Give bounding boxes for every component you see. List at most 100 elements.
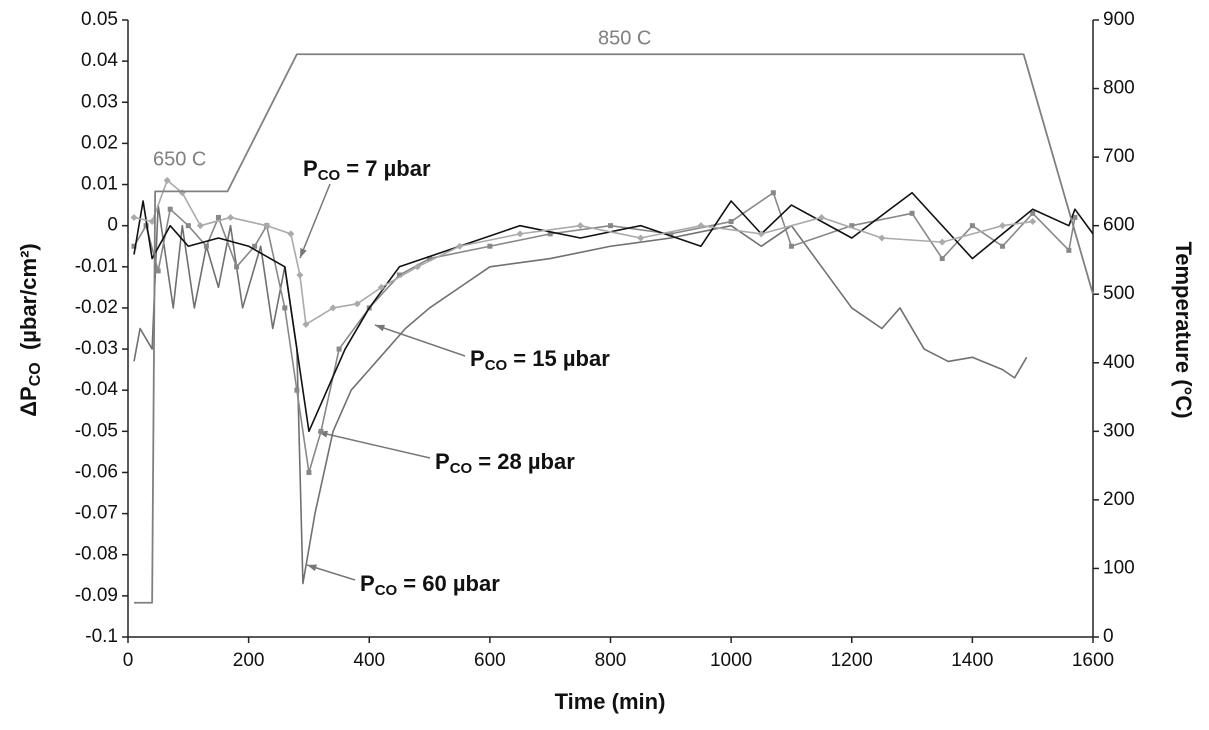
y-tick-label: -0.1 <box>85 626 118 647</box>
marker <box>296 271 304 279</box>
annotation: PCO = 7 µbar <box>303 156 431 184</box>
x-tick-label: 1000 <box>710 650 752 671</box>
y-tick-label: 0 <box>107 215 118 236</box>
y-axis-label: ΔPCO (µbar/cm²) <box>16 243 44 417</box>
y2-tick-label: 0 <box>1103 626 1114 647</box>
annotation: 650 C <box>153 148 206 170</box>
marker <box>427 256 433 262</box>
annotation-arrow <box>374 324 466 357</box>
marker <box>203 243 209 249</box>
y2-tick-label: 900 <box>1103 9 1135 30</box>
x-tick-label: 400 <box>353 650 385 671</box>
y-tick-label: 0.02 <box>81 132 118 153</box>
annotation-sub: CO <box>375 582 398 599</box>
y-tick-label: -0.03 <box>75 338 118 359</box>
marker <box>353 300 361 308</box>
annotation-main: P <box>470 346 485 371</box>
marker <box>329 304 337 312</box>
marker <box>818 213 826 221</box>
marker <box>196 222 204 230</box>
marker <box>252 243 258 249</box>
marker <box>788 243 794 249</box>
y-tick-label: -0.04 <box>75 379 119 400</box>
marker <box>396 272 402 278</box>
y2-tick-label: 400 <box>1103 352 1135 373</box>
marker <box>1000 243 1006 249</box>
marker <box>185 223 191 229</box>
x-tick-label: 800 <box>595 650 627 671</box>
y2-tick-label: 800 <box>1103 78 1135 99</box>
annotation: 850 C <box>598 27 651 49</box>
marker <box>697 222 705 230</box>
annotation-rest: = 60 µbar <box>397 571 500 596</box>
marker <box>456 242 464 250</box>
marker <box>143 223 149 229</box>
x-tick-label: 200 <box>233 650 265 671</box>
marker <box>1030 210 1036 216</box>
marker <box>999 222 1007 230</box>
annotation-main: P <box>303 156 318 181</box>
marker <box>1072 214 1078 220</box>
y2-tick-label: 600 <box>1103 215 1135 236</box>
marker <box>163 176 171 184</box>
annotation-rest: = 7 µbar <box>340 156 431 181</box>
marker <box>516 230 524 238</box>
marker <box>318 428 324 434</box>
arrow-head <box>307 564 317 572</box>
marker <box>909 210 915 216</box>
arrow-head <box>300 248 307 258</box>
marker <box>131 243 137 249</box>
x-tick-label: 1200 <box>831 650 873 671</box>
marker <box>155 268 161 274</box>
y-tick-label: -0.02 <box>75 297 118 318</box>
marker <box>282 305 288 311</box>
marker <box>287 230 295 238</box>
marker <box>336 346 342 352</box>
marker <box>637 234 645 242</box>
annotation-sub: CO <box>450 460 473 477</box>
y-tick-label: -0.05 <box>75 420 118 441</box>
marker <box>938 238 946 246</box>
marker <box>294 387 300 393</box>
annotation-main: P <box>360 571 375 596</box>
marker <box>148 218 156 226</box>
series-line <box>133 191 1076 474</box>
marker <box>263 222 271 230</box>
y2-tick-label: 700 <box>1103 146 1135 167</box>
marker <box>939 256 945 262</box>
y2-tick-label: 200 <box>1103 489 1135 510</box>
y-label-main: ΔP <box>16 386 41 417</box>
marker <box>215 214 221 220</box>
annotation-rest: = 15 µbar <box>507 346 610 371</box>
annotation-main: P <box>435 449 450 474</box>
series-line <box>134 53 1094 604</box>
annotation-arrow <box>299 183 331 259</box>
marker <box>969 223 975 229</box>
annotation: PCO = 60 µbar <box>360 571 500 599</box>
annotation: PCO = 15 µbar <box>470 346 610 374</box>
y-tick-label: -0.09 <box>75 585 118 606</box>
annotation-rest: = 28 µbar <box>472 449 575 474</box>
marker <box>770 190 776 196</box>
y-tick-label: 0.05 <box>81 9 118 30</box>
marker <box>849 223 855 229</box>
marker <box>608 223 613 229</box>
annotation: PCO = 28 µbar <box>435 449 575 477</box>
marker <box>547 231 553 237</box>
y-tick-label: 0.03 <box>81 91 118 112</box>
marker <box>487 243 493 249</box>
y-tick-label: -0.07 <box>75 503 118 524</box>
marker <box>1029 218 1037 226</box>
marker <box>377 283 385 291</box>
annotation-sub: CO <box>485 357 508 374</box>
series-line <box>133 191 1094 433</box>
y-tick-label: 0.04 <box>81 50 118 71</box>
marker <box>227 213 235 221</box>
y2-tick-label: 300 <box>1103 420 1135 441</box>
marker <box>1066 247 1072 253</box>
y2-tick-label: 500 <box>1103 283 1135 304</box>
marker <box>302 320 310 328</box>
marker <box>167 206 173 212</box>
y-label-sub: CO <box>27 362 44 386</box>
